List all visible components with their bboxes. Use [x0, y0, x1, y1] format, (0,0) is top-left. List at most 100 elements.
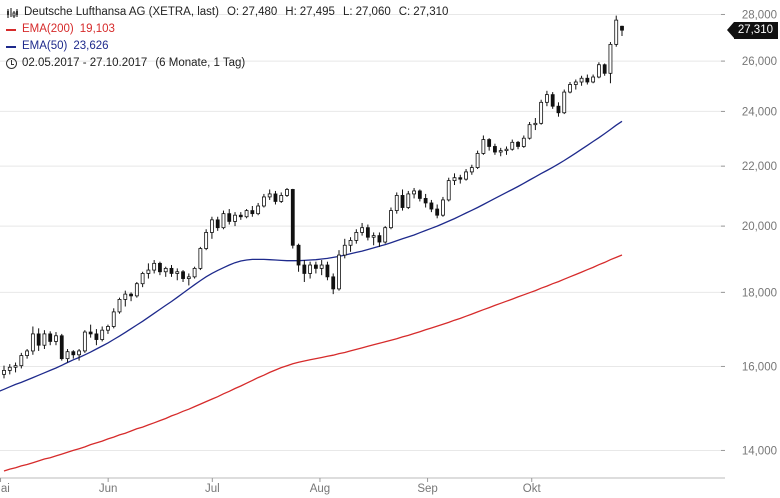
candle	[169, 265, 174, 277]
candle	[394, 192, 399, 214]
candle-body-down	[88, 331, 93, 335]
candle	[342, 238, 347, 259]
candle-body-down	[296, 244, 301, 266]
x-tick-label: Jun	[99, 483, 118, 495]
candle	[533, 118, 538, 131]
candle-body-down	[550, 94, 555, 107]
candle	[498, 147, 503, 157]
candle	[313, 261, 318, 274]
legend-ema50-row[interactable]: EMA(50) 23,626	[6, 38, 448, 55]
candle-body-up	[210, 219, 214, 233]
candle-body-up	[452, 177, 457, 182]
ema50-line-layer	[0, 120, 623, 392]
candle	[279, 192, 284, 203]
candle	[262, 193, 266, 208]
candle	[475, 150, 480, 170]
y-tick-label: 28,000	[742, 9, 777, 21]
candle-body-up	[100, 329, 105, 340]
candle-body-down	[516, 141, 520, 147]
candle	[7, 364, 12, 375]
candle-body-down	[94, 333, 99, 340]
candle-body-up	[42, 333, 47, 346]
candle-body-up	[371, 235, 376, 238]
candle-body-down	[181, 271, 185, 279]
candle-body-down	[325, 264, 330, 278]
candle	[435, 204, 440, 219]
candle	[539, 99, 544, 125]
candle-body-up	[233, 214, 237, 222]
candle-body-up	[82, 331, 87, 352]
instrument-name: Deutsche Lufthansa AG (XETRA, last)	[24, 6, 219, 18]
candle-body-up	[175, 271, 180, 274]
candle	[129, 292, 133, 302]
candlestick-series	[2, 15, 624, 379]
candle-body-up	[383, 227, 388, 243]
candle-body-up	[573, 81, 578, 85]
candle	[521, 135, 526, 148]
candle	[30, 326, 35, 355]
candle-body-down	[331, 276, 336, 290]
candle	[48, 331, 53, 346]
ema200-label: EMA(200)	[22, 23, 74, 35]
high-value: 27,495	[299, 6, 335, 18]
candle-body-up	[308, 264, 313, 274]
candle	[325, 261, 330, 281]
candle	[348, 237, 353, 252]
candle-body-up	[412, 190, 416, 195]
candle-body-down	[435, 208, 440, 216]
candle	[579, 75, 584, 86]
candle-body-up	[152, 262, 157, 271]
candle	[163, 266, 168, 277]
candle-body-down	[487, 139, 492, 147]
candle-body-up	[579, 77, 584, 83]
candle	[573, 79, 578, 90]
candle	[302, 260, 307, 282]
candle-body-up	[360, 227, 364, 233]
candle	[221, 210, 226, 230]
candle-body-down	[400, 195, 405, 208]
candle-body-down	[556, 105, 561, 114]
candle-body-up	[446, 180, 451, 201]
ema200-value: 19,103	[79, 23, 115, 35]
candle-body-up	[77, 350, 81, 356]
candle	[244, 209, 249, 219]
candle-body-up	[596, 64, 601, 78]
candle-body-down	[48, 333, 53, 342]
candle	[36, 328, 41, 351]
candle	[158, 261, 162, 276]
candle	[614, 15, 619, 47]
candle-body-up	[65, 351, 70, 360]
candle-body-down	[215, 219, 220, 229]
candle-body-up	[504, 148, 509, 152]
candle-body-down	[71, 351, 76, 356]
candle	[383, 226, 388, 244]
candle-body-up	[389, 210, 393, 229]
candle	[238, 212, 243, 220]
candle	[71, 350, 76, 359]
candle	[140, 271, 145, 288]
candle-body-down	[493, 146, 497, 153]
candlestick-chart-icon[interactable]	[6, 7, 20, 19]
x-tick-label: Mai	[0, 483, 10, 495]
candle	[377, 232, 382, 247]
candle	[82, 330, 87, 353]
ema200-swatch	[6, 28, 16, 31]
candle-body-up	[562, 91, 567, 114]
candle	[256, 202, 261, 216]
candle-body-up	[533, 122, 538, 126]
candle-body-up	[469, 167, 474, 173]
candle	[464, 169, 468, 181]
candle	[417, 189, 422, 202]
candle-body-up	[406, 193, 411, 208]
candle	[123, 290, 128, 307]
candle-body-up	[7, 366, 12, 371]
legend-ema200-row[interactable]: EMA(200) 19,103	[6, 21, 448, 38]
candle	[94, 329, 99, 346]
candle-body-up	[106, 326, 110, 331]
candle-body-up	[498, 150, 503, 153]
candle	[487, 138, 492, 151]
candle-body-up	[539, 101, 544, 124]
candle	[65, 349, 70, 363]
y-tick-label: 26,000	[742, 56, 777, 68]
